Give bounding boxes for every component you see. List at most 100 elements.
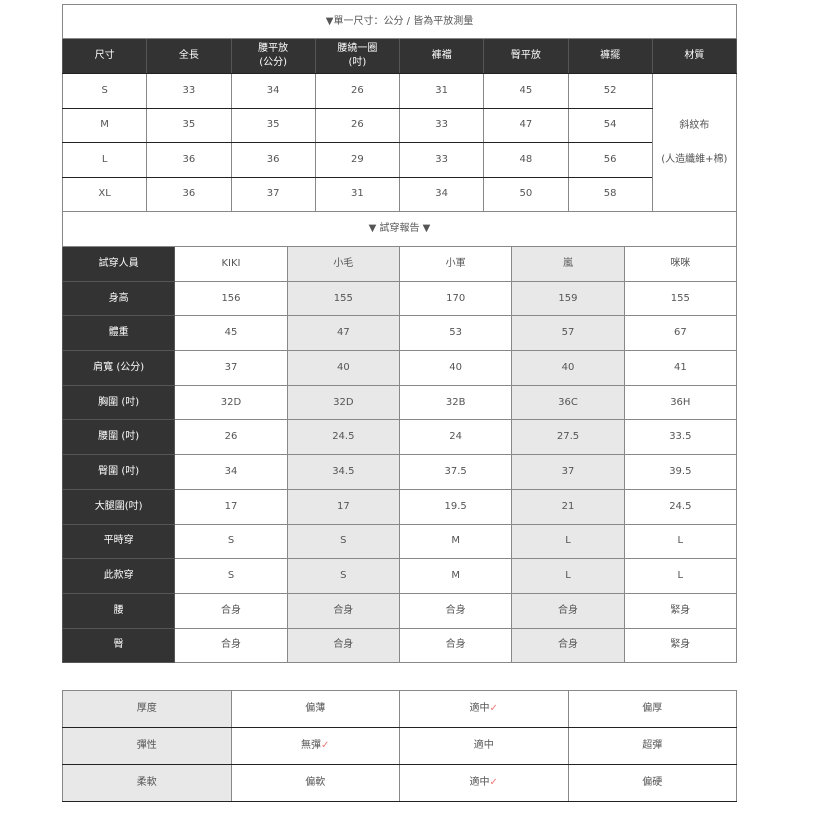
measure-cell: 緊身 — [623, 627, 738, 664]
size-cell: 26 — [314, 107, 401, 143]
fabric-attribute-label: 柔軟 — [62, 764, 232, 802]
size-cell: 36 — [146, 176, 232, 212]
measure-cell: S — [174, 558, 288, 594]
size-cell: 29 — [314, 142, 401, 178]
table-row: 臀圍 (吋) 34 34.5 37.5 37 39.5 — [61, 454, 738, 490]
size-cell: 35 — [230, 107, 316, 143]
fabric-option-cell: 適中✓ — [399, 690, 569, 728]
size-cell: 33 — [146, 73, 232, 109]
size-cell: M — [61, 107, 148, 143]
measure-cell: 36C — [511, 384, 625, 421]
fabric-attribute-label: 厚度 — [62, 690, 232, 728]
table-row: 腰合身 合身 合身 合身 緊身 — [61, 592, 738, 629]
size-cell: 34 — [398, 176, 485, 212]
fabric-option-label: 適中 — [469, 703, 490, 714]
material-cell: 斜紋布 (人造纖維+棉) — [651, 73, 738, 212]
measure-cell: M — [398, 558, 513, 594]
table-row: S 33 34 26 31 45 52 斜紋布 (人造纖維+棉) — [61, 73, 738, 212]
size-header-cell: 臀平放 — [483, 38, 569, 74]
fabric-option-cell: 適中✓ — [399, 764, 569, 802]
fabric-option-label: 偏硬 — [642, 777, 663, 788]
measure-cell: L — [623, 558, 738, 594]
row-label: 臀圍 (吋) — [61, 454, 176, 490]
measure-cell: S — [286, 558, 400, 594]
fabric-option-cell: 無彈✓ — [230, 727, 400, 765]
measure-cell: L — [623, 523, 738, 560]
measure-cell: 34.5 — [286, 454, 400, 490]
measure-cell: S — [174, 523, 288, 560]
size-cell: 36 — [230, 142, 316, 178]
fabric-option-label: 適中 — [473, 740, 494, 751]
size-cell: 31 — [398, 73, 485, 109]
size-cell: 31 — [314, 176, 401, 212]
fabric-attribute-label: 彈性 — [62, 727, 232, 765]
size-cell: 54 — [567, 107, 653, 143]
measure-cell: 合身 — [511, 627, 625, 664]
measure-cell: 緊身 — [623, 592, 738, 629]
fabric-option-label: 無彈 — [301, 740, 322, 751]
measure-cell: 37.5 — [398, 454, 513, 490]
size-cell: 36 — [146, 142, 232, 178]
table-row: 大腿圍(吋) 17 17 19.5 21 24.5 — [61, 488, 738, 525]
table-row: L 36 36 29 33 48 56 — [61, 142, 737, 178]
measure-cell: 57 — [511, 315, 625, 352]
row-label: 此款穿 — [61, 558, 176, 594]
size-cell: 33 — [398, 107, 485, 143]
tester-name: 咪咪 — [623, 246, 738, 282]
measure-cell: 155 — [623, 280, 738, 317]
measure-cell: 合身 — [398, 592, 513, 629]
row-label: 腰 — [61, 592, 176, 629]
size-header-cell: 尺寸 — [61, 38, 148, 74]
fabric-option-cell: 超彈 — [567, 727, 737, 765]
measure-cell: 53 — [398, 315, 513, 352]
measure-cell: 24.5 — [623, 488, 738, 525]
size-cell: 33 — [398, 142, 485, 178]
fabric-option-label: 偏薄 — [305, 703, 326, 714]
measure-cell: 170 — [398, 280, 513, 317]
measure-cell: 40 — [286, 350, 400, 386]
measure-cell: 27.5 — [511, 419, 625, 456]
row-label: 胸圍 (吋) — [61, 384, 176, 421]
check-icon: ✓ — [489, 703, 498, 714]
fabric-table: 厚度 偏薄 適中✓ 偏厚 彈性 無彈✓ 適中 超彈 柔軟 偏軟 適中✓ 偏硬 — [62, 690, 737, 802]
measure-cell: 21 — [511, 488, 625, 525]
table-row: 臀合身 合身 合身 合身 緊身 — [61, 627, 738, 664]
measure-cell: 36H — [623, 384, 738, 421]
fabric-option-cell: 適中 — [399, 727, 569, 765]
fabric-option-cell: 偏軟 — [230, 764, 400, 802]
size-cell: 50 — [483, 176, 569, 212]
measure-cell: 17 — [286, 488, 400, 525]
table-row: M 35 35 26 33 47 54 — [61, 107, 737, 143]
size-cell: 37 — [230, 176, 316, 212]
measure-cell: 32D — [286, 384, 400, 421]
size-header-cell: 褲擺 — [567, 38, 653, 74]
size-cell: 48 — [483, 142, 569, 178]
size-header-cell: 全長 — [146, 38, 232, 74]
measure-cell: 40 — [511, 350, 625, 386]
size-table-title: ▼單一尺寸：公分 / 皆為平放測量 — [62, 4, 737, 39]
measure-cell: 40 — [398, 350, 513, 386]
check-icon: ✓ — [489, 777, 498, 788]
measure-cell: 41 — [623, 350, 738, 386]
fabric-option-cell: 偏硬 — [567, 764, 737, 802]
measure-cell: 47 — [286, 315, 400, 352]
measure-cell: 19.5 — [398, 488, 513, 525]
measure-cell: 34 — [174, 454, 288, 490]
measure-cell: 159 — [511, 280, 625, 317]
measure-cell: 45 — [174, 315, 288, 352]
fabric-option-label: 偏軟 — [305, 777, 326, 788]
size-cell: 52 — [567, 73, 653, 109]
size-cell: 35 — [146, 107, 232, 143]
row-label: 大腿圍(吋) — [61, 488, 176, 525]
size-cell: 26 — [314, 73, 401, 109]
fit-report-header-label: 試穿人員 — [61, 246, 176, 282]
fabric-option-cell: 偏薄 — [230, 690, 400, 728]
measure-cell: M — [398, 523, 513, 560]
row-label: 腰圍 (吋) — [61, 419, 176, 456]
check-icon: ✓ — [321, 740, 330, 751]
table-row: 厚度 偏薄 適中✓ 偏厚 — [62, 690, 737, 728]
measure-cell: 合身 — [398, 627, 513, 664]
measure-cell: 67 — [623, 315, 738, 352]
size-cell: 47 — [483, 107, 569, 143]
tester-name: 小軍 — [398, 246, 513, 282]
